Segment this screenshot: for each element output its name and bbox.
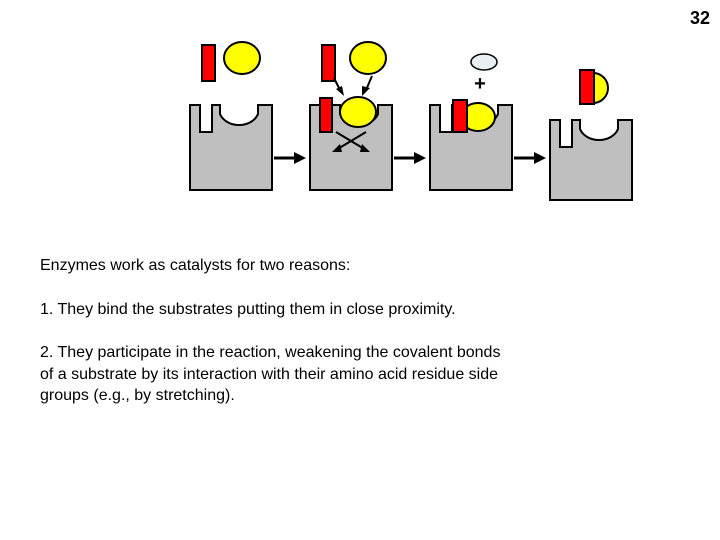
released-product-yellow xyxy=(593,73,608,103)
arrow-2 xyxy=(394,152,426,164)
page-number: 32 xyxy=(690,8,710,29)
point-2-line1: 2. They participate in the reaction, wea… xyxy=(40,342,680,364)
substrate-yellow-1 xyxy=(224,42,260,74)
substrate-red-1 xyxy=(202,45,215,81)
enzyme-diagram: + xyxy=(180,40,680,210)
entry-arrow-right xyxy=(362,76,372,96)
plus-icon: + xyxy=(474,73,486,95)
released-product-red xyxy=(580,70,594,104)
substrate-red-2-top xyxy=(322,45,335,81)
point-2-line3: groups (e.g., by stretching). xyxy=(40,385,680,407)
enzyme-diagram-svg: + xyxy=(180,40,680,210)
arrow-3 xyxy=(514,152,546,164)
point-2-line2: of a substrate by its interaction with t… xyxy=(40,364,680,386)
point-1: 1. They bind the substrates putting them… xyxy=(40,299,680,321)
released-small-product xyxy=(471,54,497,70)
arrow-1 xyxy=(274,152,306,164)
entry-arrow-left xyxy=(334,78,344,96)
substrate-red-2-bound xyxy=(320,98,332,132)
product-red-3 xyxy=(453,100,467,132)
body-text: Enzymes work as catalysts for two reason… xyxy=(40,255,680,407)
enzyme-4 xyxy=(550,120,632,200)
substrate-yellow-2-top xyxy=(350,42,386,74)
point-2: 2. They participate in the reaction, wea… xyxy=(40,342,680,407)
enzyme-1 xyxy=(190,105,272,190)
heading-line: Enzymes work as catalysts for two reason… xyxy=(40,255,680,277)
substrate-yellow-2-bound xyxy=(340,97,376,127)
